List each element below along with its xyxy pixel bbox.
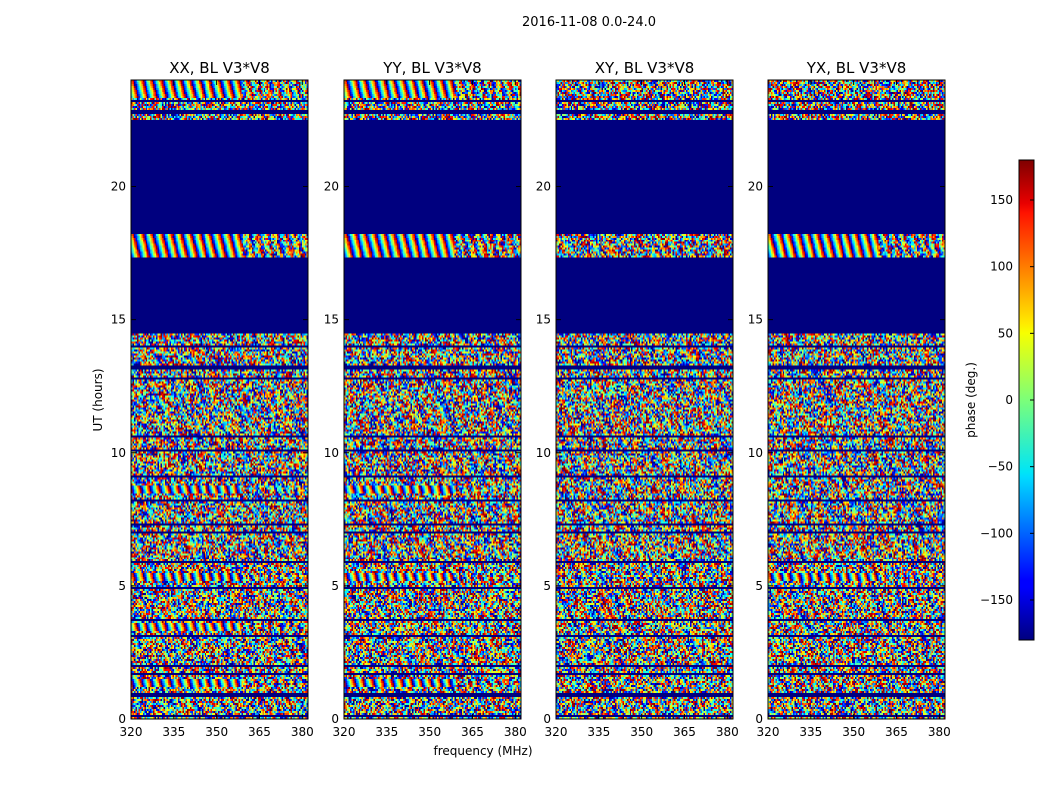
- x-tick-label: 350: [842, 725, 865, 739]
- y-tick-label: 15: [111, 313, 126, 327]
- phase-heatmap-3: [556, 80, 733, 719]
- panel-frame-2: [343, 79, 522, 720]
- y-tick-label: 20: [111, 180, 126, 194]
- panel-frame-3: [555, 79, 734, 720]
- x-tick-label: 320: [120, 725, 143, 739]
- panel-4: YX, BL V3*V8 320 335 350 365 380 0 5 10 15 20: [748, 59, 951, 739]
- colorbar-tick-label: −100: [980, 526, 1013, 540]
- phase-heatmap-4: [768, 80, 945, 719]
- panel-2: YY, BL V3*V8 320 335 350 365 380 0 5 10 15 20: [324, 59, 527, 739]
- panel-title-4: YX, BL V3*V8: [806, 59, 907, 77]
- y-tick-label: 10: [111, 446, 126, 460]
- x-tick-label: 335: [799, 725, 822, 739]
- panel-title-3: XY, BL V3*V8: [595, 59, 695, 77]
- x-tick-label: 380: [928, 725, 951, 739]
- panel-title-1: XX, BL V3*V8: [169, 59, 270, 77]
- x-tick-label: 335: [375, 725, 398, 739]
- x-tick-label: 365: [248, 725, 271, 739]
- y-tick-label: 20: [536, 180, 551, 194]
- colorbar-tick-label: −150: [980, 593, 1013, 607]
- x-tick-label: 320: [757, 725, 780, 739]
- x-tick-label: 365: [461, 725, 484, 739]
- x-tick-label: 380: [504, 725, 527, 739]
- y-tick-label: 15: [748, 313, 763, 327]
- x-tick-label: 380: [291, 725, 314, 739]
- x-tick-label: 335: [162, 725, 185, 739]
- y-tick-label: 15: [324, 313, 339, 327]
- y-axis-label: UT (hours): [91, 368, 105, 431]
- y-tick-label: 10: [748, 446, 763, 460]
- y-tick-label: 10: [536, 446, 551, 460]
- y-tick-label: 0: [755, 712, 763, 726]
- y-tick-label: 0: [331, 712, 339, 726]
- colorbar: −150 −100 −50 0 50 100 150 phase (deg.): [964, 159, 1035, 641]
- y-tick-label: 20: [748, 180, 763, 194]
- y-tick-label: 5: [331, 579, 339, 593]
- colorbar-tick-label: 150: [990, 193, 1013, 207]
- x-tick-label: 365: [885, 725, 908, 739]
- panel-title-2: YY, BL V3*V8: [382, 59, 481, 77]
- x-axis-label: frequency (MHz): [433, 744, 532, 758]
- x-tick-label: 320: [545, 725, 568, 739]
- y-tick-label: 5: [755, 579, 763, 593]
- x-tick-label: 350: [630, 725, 653, 739]
- colorbar-tick-label: −50: [988, 460, 1013, 474]
- y-tick-label: 5: [543, 579, 551, 593]
- panel-frame-1: [130, 79, 309, 720]
- panel-frame-4: [767, 79, 946, 720]
- colorbar-ticks: −150 −100 −50 0 50 100 150: [980, 193, 1034, 607]
- x-tick-label: 380: [716, 725, 739, 739]
- x-tick-label: 320: [333, 725, 356, 739]
- x-tick-label: 335: [587, 725, 610, 739]
- y-tick-label: 0: [543, 712, 551, 726]
- y-tick-label: 10: [324, 446, 339, 460]
- panel-1: XX, BL V3*V8 320 335 350 365 380 0 5 10 15 20: [111, 59, 314, 739]
- y-tick-label: 15: [536, 313, 551, 327]
- figure-title: 2016-11-08 0.0-24.0: [522, 15, 656, 30]
- panel-3: XY, BL V3*V8 320 335 350 365 380 0 5 10 15 20: [536, 59, 739, 739]
- y-tick-label: 0: [118, 712, 126, 726]
- colorbar-label: phase (deg.): [964, 362, 978, 438]
- phase-heatmap-1: [131, 80, 308, 719]
- x-tick-label: 350: [205, 725, 228, 739]
- y-tick-label: 5: [118, 579, 126, 593]
- x-tick-label: 350: [418, 725, 441, 739]
- x-tick-label: 365: [673, 725, 696, 739]
- colorbar-tick-label: 100: [990, 260, 1013, 274]
- phase-heatmap-2: [344, 80, 521, 719]
- colorbar-tick-label: 0: [1005, 393, 1013, 407]
- y-tick-label: 20: [324, 180, 339, 194]
- colorbar-tick-label: 50: [998, 326, 1013, 340]
